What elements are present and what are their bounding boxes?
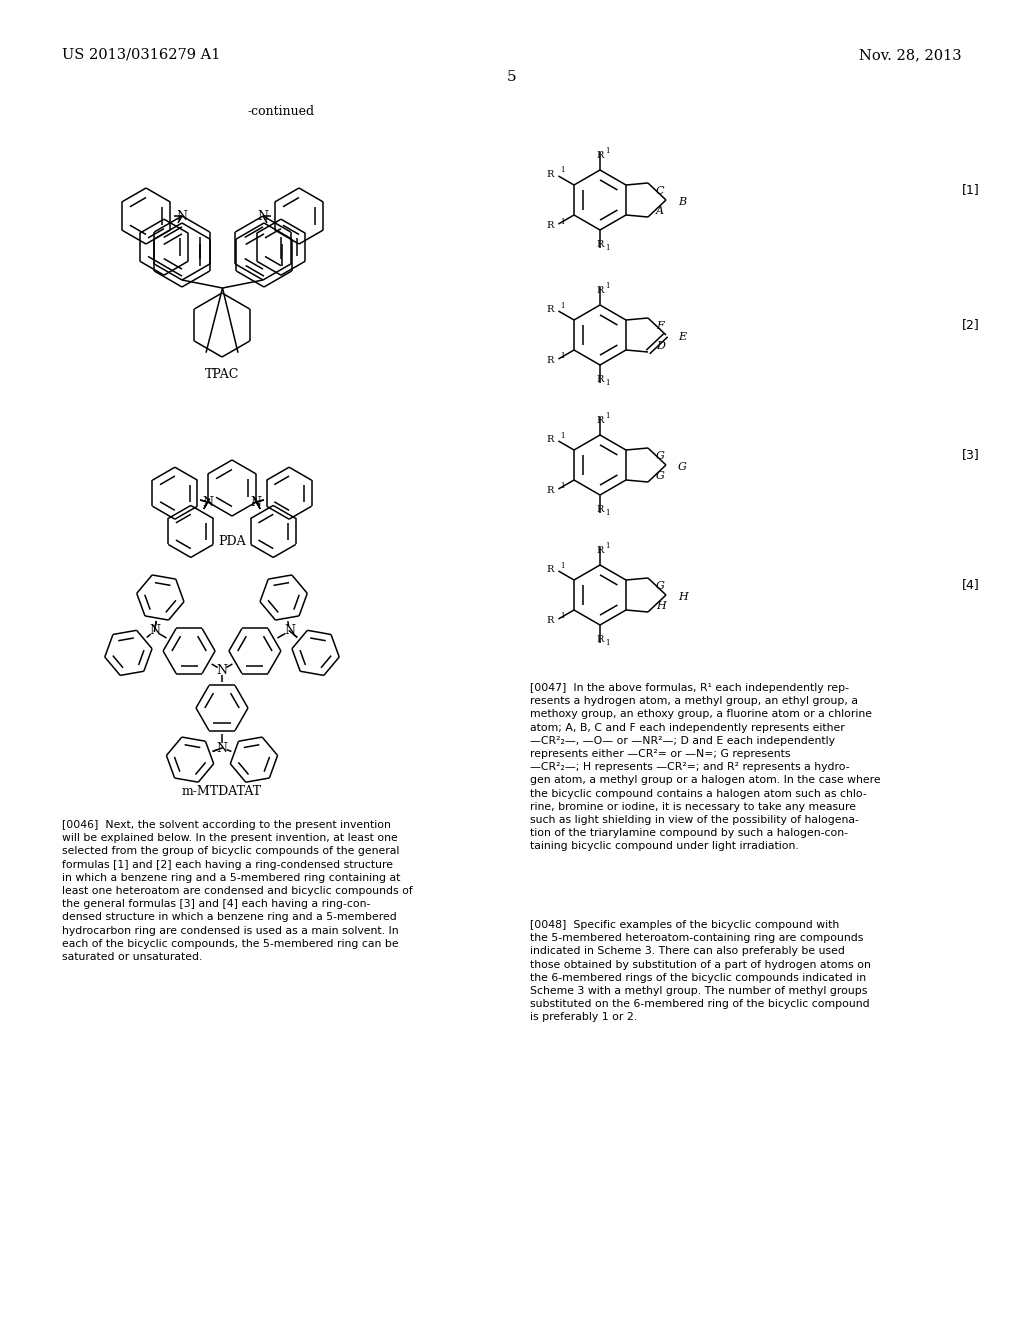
- Text: tion of the triarylamine compound by such a halogen-con-: tion of the triarylamine compound by suc…: [530, 828, 848, 838]
- Text: D: D: [656, 341, 665, 351]
- Text: R: R: [596, 416, 604, 425]
- Text: US 2013/0316279 A1: US 2013/0316279 A1: [62, 48, 220, 62]
- Text: atom; A, B, C and F each independently represents either: atom; A, B, C and F each independently r…: [530, 722, 845, 733]
- Text: Scheme 3 with a methyl group. The number of methyl groups: Scheme 3 with a methyl group. The number…: [530, 986, 867, 997]
- Text: R: R: [596, 375, 604, 384]
- Text: the bicyclic compound contains a halogen atom such as chlo-: the bicyclic compound contains a halogen…: [530, 788, 866, 799]
- Text: [4]: [4]: [963, 578, 980, 591]
- Text: 1: 1: [605, 282, 609, 290]
- Text: G: G: [656, 471, 665, 480]
- Text: 1: 1: [560, 352, 564, 360]
- Text: 1: 1: [560, 301, 564, 309]
- Text: 1: 1: [560, 432, 564, 440]
- Text: E: E: [678, 333, 686, 342]
- Text: R: R: [596, 635, 604, 644]
- Text: G: G: [678, 462, 687, 473]
- Text: B: B: [678, 197, 686, 207]
- Text: represents either —CR²= or —N=; G represents: represents either —CR²= or —N=; G repres…: [530, 748, 791, 759]
- Text: 1: 1: [605, 244, 609, 252]
- Text: H: H: [678, 591, 688, 602]
- Text: least one heteroatom are condensed and bicyclic compounds of: least one heteroatom are condensed and b…: [62, 886, 413, 896]
- Text: F: F: [656, 321, 664, 331]
- Text: 1: 1: [560, 483, 564, 491]
- Text: —CR²₂—; H represents —CR²=; and R² represents a hydro-: —CR²₂—; H represents —CR²=; and R² repre…: [530, 762, 850, 772]
- Text: [1]: [1]: [963, 183, 980, 197]
- Text: A: A: [656, 206, 664, 216]
- Text: N: N: [203, 495, 213, 508]
- Text: R: R: [547, 305, 554, 314]
- Text: the 5-membered heteroatom-containing ring are compounds: the 5-membered heteroatom-containing rin…: [530, 933, 863, 944]
- Text: 1: 1: [605, 379, 609, 387]
- Text: [0048]  Specific examples of the bicyclic compound with: [0048] Specific examples of the bicyclic…: [530, 920, 840, 931]
- Text: —CR²₂—, —O— or —NR²—; D and E each independently: —CR²₂—, —O— or —NR²—; D and E each indep…: [530, 735, 835, 746]
- Text: 1: 1: [605, 412, 609, 420]
- Text: R: R: [596, 506, 604, 513]
- Text: 1: 1: [560, 561, 564, 569]
- Text: 1: 1: [560, 218, 564, 226]
- Text: R: R: [547, 220, 554, 230]
- Text: N: N: [216, 742, 227, 755]
- Text: resents a hydrogen atom, a methyl group, an ethyl group, a: resents a hydrogen atom, a methyl group,…: [530, 696, 858, 706]
- Text: R: R: [547, 565, 554, 574]
- Text: 5: 5: [507, 70, 517, 84]
- Text: methoxy group, an ethoxy group, a fluorine atom or a chlorine: methoxy group, an ethoxy group, a fluori…: [530, 709, 872, 719]
- Text: 1: 1: [560, 166, 564, 174]
- Text: gen atom, a methyl group or a halogen atom. In the case where: gen atom, a methyl group or a halogen at…: [530, 775, 881, 785]
- Text: the 6-membered rings of the bicyclic compounds indicated in: the 6-membered rings of the bicyclic com…: [530, 973, 866, 983]
- Text: [2]: [2]: [963, 318, 980, 331]
- Text: densed structure in which a benzene ring and a 5-membered: densed structure in which a benzene ring…: [62, 912, 396, 923]
- Text: such as light shielding in view of the possibility of halogena-: such as light shielding in view of the p…: [530, 814, 859, 825]
- Text: H: H: [656, 601, 666, 611]
- Text: Nov. 28, 2013: Nov. 28, 2013: [859, 48, 962, 62]
- Text: G: G: [656, 451, 665, 461]
- Text: [0046]  Next, the solvent according to the present invention: [0046] Next, the solvent according to th…: [62, 820, 391, 830]
- Text: N: N: [216, 664, 227, 676]
- Text: PDA: PDA: [218, 535, 246, 548]
- Text: each of the bicyclic compounds, the 5-membered ring can be: each of the bicyclic compounds, the 5-me…: [62, 939, 398, 949]
- Text: R: R: [547, 486, 554, 495]
- Text: 1: 1: [605, 147, 609, 154]
- Text: C: C: [656, 186, 665, 195]
- Text: hydrocarbon ring are condensed is used as a main solvent. In: hydrocarbon ring are condensed is used a…: [62, 925, 398, 936]
- Text: N: N: [257, 210, 268, 223]
- Text: R: R: [547, 436, 554, 444]
- Text: R: R: [547, 170, 554, 180]
- Text: substituted on the 6-membered ring of the bicyclic compound: substituted on the 6-membered ring of th…: [530, 999, 869, 1010]
- Text: indicated in Scheme 3. There can also preferably be used: indicated in Scheme 3. There can also pr…: [530, 946, 845, 957]
- Text: TPAC: TPAC: [205, 368, 240, 381]
- Text: m-MTDATAT: m-MTDATAT: [182, 785, 262, 799]
- Text: rine, bromine or iodine, it is necessary to take any measure: rine, bromine or iodine, it is necessary…: [530, 801, 856, 812]
- Text: 1: 1: [560, 612, 564, 620]
- Text: R: R: [596, 546, 604, 554]
- Text: G: G: [656, 581, 665, 591]
- Text: R: R: [547, 616, 554, 624]
- Text: selected from the group of bicyclic compounds of the general: selected from the group of bicyclic comp…: [62, 846, 399, 857]
- Text: N: N: [284, 624, 295, 638]
- Text: those obtained by substitution of a part of hydrogen atoms on: those obtained by substitution of a part…: [530, 960, 870, 970]
- Text: will be explained below. In the present invention, at least one: will be explained below. In the present …: [62, 833, 397, 843]
- Text: -continued: -continued: [248, 106, 315, 117]
- Text: R: R: [596, 150, 604, 160]
- Text: the general formulas [3] and [4] each having a ring-con-: the general formulas [3] and [4] each ha…: [62, 899, 371, 909]
- Text: is preferably 1 or 2.: is preferably 1 or 2.: [530, 1012, 637, 1023]
- Text: 1: 1: [605, 510, 609, 517]
- Text: in which a benzene ring and a 5-membered ring containing at: in which a benzene ring and a 5-membered…: [62, 873, 400, 883]
- Text: N: N: [251, 495, 262, 508]
- Text: [0047]  In the above formulas, R¹ each independently rep-: [0047] In the above formulas, R¹ each in…: [530, 682, 849, 693]
- Text: R: R: [596, 286, 604, 294]
- Text: 1: 1: [605, 639, 609, 647]
- Text: taining bicyclic compound under light irradiation.: taining bicyclic compound under light ir…: [530, 841, 799, 851]
- Text: R: R: [547, 356, 554, 366]
- Text: saturated or unsaturated.: saturated or unsaturated.: [62, 952, 203, 962]
- Text: [3]: [3]: [963, 449, 980, 462]
- Text: 1: 1: [605, 543, 609, 550]
- Text: N: N: [176, 210, 187, 223]
- Text: R: R: [596, 240, 604, 249]
- Text: N: N: [148, 624, 160, 638]
- Text: formulas [1] and [2] each having a ring-condensed structure: formulas [1] and [2] each having a ring-…: [62, 859, 393, 870]
